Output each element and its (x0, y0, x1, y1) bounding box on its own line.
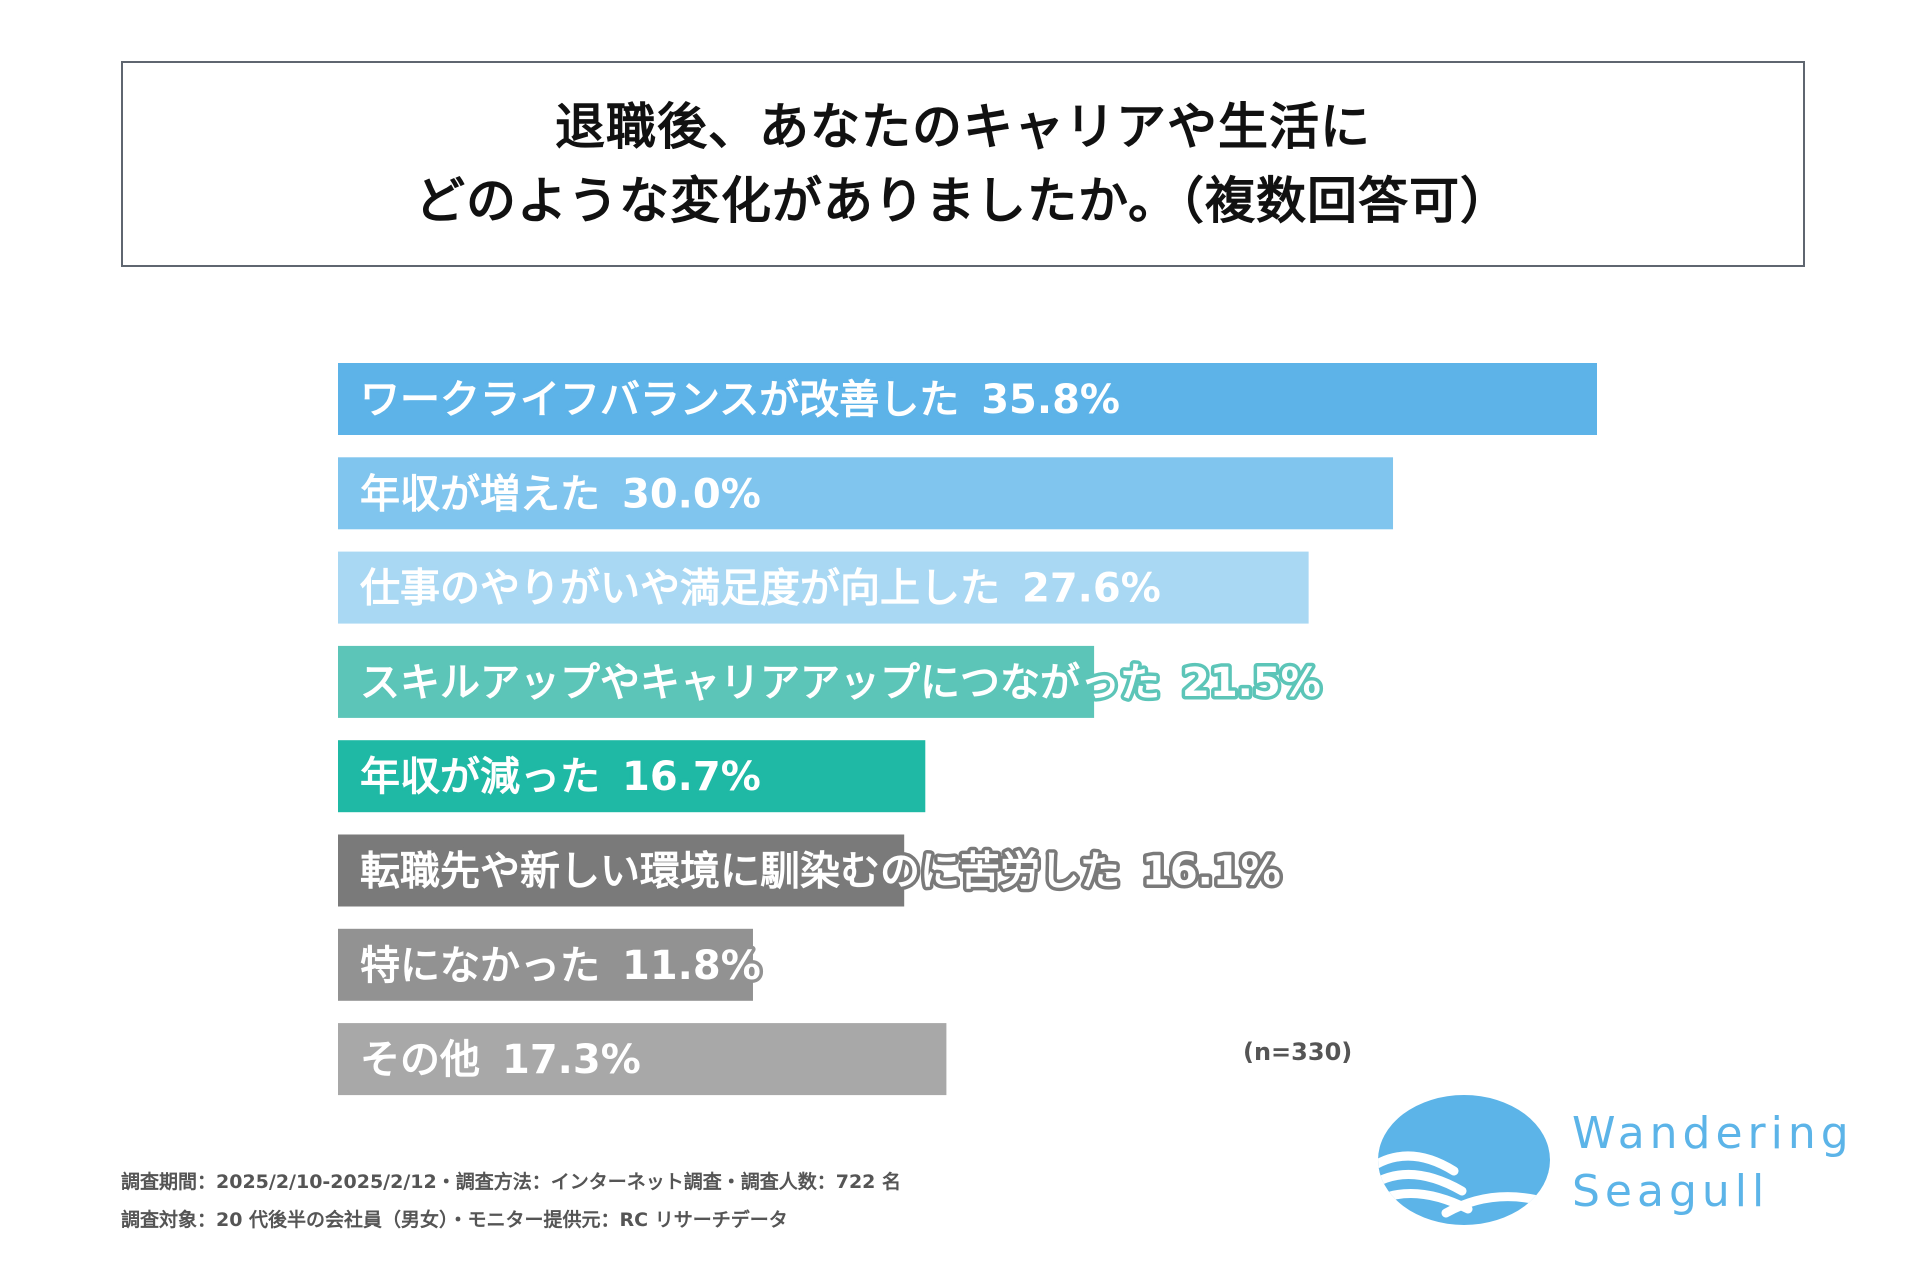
bar-category-6: 転職先や新しい環境に馴染むのに苦労した (360, 849, 1120, 895)
bar-category-4: スキルアップやキャリアアップにつながった (360, 660, 1160, 706)
bar-8 (338, 1023, 947, 1096)
survey-info-line-2: 調査対象：20 代後半の会社員（男女）・モニター提供元：RC リサーチデータ (121, 1209, 788, 1231)
bar-value-3: 27.6% (1022, 566, 1161, 612)
bar-7 (338, 928, 753, 1001)
bar-2 (338, 457, 1394, 530)
bar-label-4: スキルアップやキャリアアップにつながった 21.5% (360, 660, 1321, 706)
chart-title-line-2: どのような変化がありましたか。（複数回答可） (415, 172, 1511, 230)
seagull-logo-icon (1378, 1095, 1550, 1225)
bar-6 (338, 834, 905, 907)
survey-info-line-1: 調査期間：2025/2/10-2025/2/12・調査方法：インターネット調査・… (121, 1171, 902, 1193)
bar-label-8: その他 17.3% (360, 1037, 641, 1083)
bar-4 (338, 645, 1095, 718)
brand-name-line-1: Wandering (1572, 1108, 1854, 1159)
bar-category-8: その他 (360, 1037, 480, 1083)
bar-label-7: 特になかった 11.8% (360, 943, 761, 989)
bar-value-6: 16.1% (1142, 849, 1281, 895)
brand-name-line-2: Seagull (1572, 1166, 1770, 1217)
bar-label-1: ワークライフバランスが改善した 35.8% (360, 377, 1120, 423)
bar-5 (338, 740, 926, 813)
bar-value-8: 17.3% (502, 1037, 641, 1083)
bar-label-3: 仕事のやりがいや満足度が向上した 27.6% (360, 566, 1161, 612)
bar-label-5: 年収が減った 16.7% (360, 754, 761, 800)
bar-value-1: 35.8% (981, 377, 1120, 423)
title-box: 退職後、あなたのキャリアや生活に どのような変化がありましたか。（複数回答可） (121, 61, 1805, 267)
bar-label-6: 転職先や新しい環境に馴染むのに苦労した 16.1% (360, 849, 1281, 895)
bar-value-7: 11.8% (622, 943, 761, 989)
bar-category-1: ワークライフバランスが改善した (360, 377, 959, 423)
bar-category-5: 年収が減った (360, 754, 600, 800)
bar-3 (338, 551, 1309, 624)
bar-value-5: 16.7% (622, 754, 761, 800)
bar-category-3: 仕事のやりがいや満足度が向上した (360, 566, 1000, 612)
bar-1 (338, 363, 1597, 435)
bar-category-7: 特になかった (360, 943, 600, 989)
bar-value-4: 21.5% (1182, 660, 1321, 706)
bar-category-2: 年収が増えた (360, 471, 600, 517)
bar-value-2: 30.0% (622, 471, 761, 517)
sample-size-note: (n=330) (1243, 1038, 1353, 1066)
bar-label-2: 年収が増えた 30.0% (360, 471, 761, 517)
chart-title-line-1: 退職後、あなたのキャリアや生活に (555, 98, 1371, 156)
